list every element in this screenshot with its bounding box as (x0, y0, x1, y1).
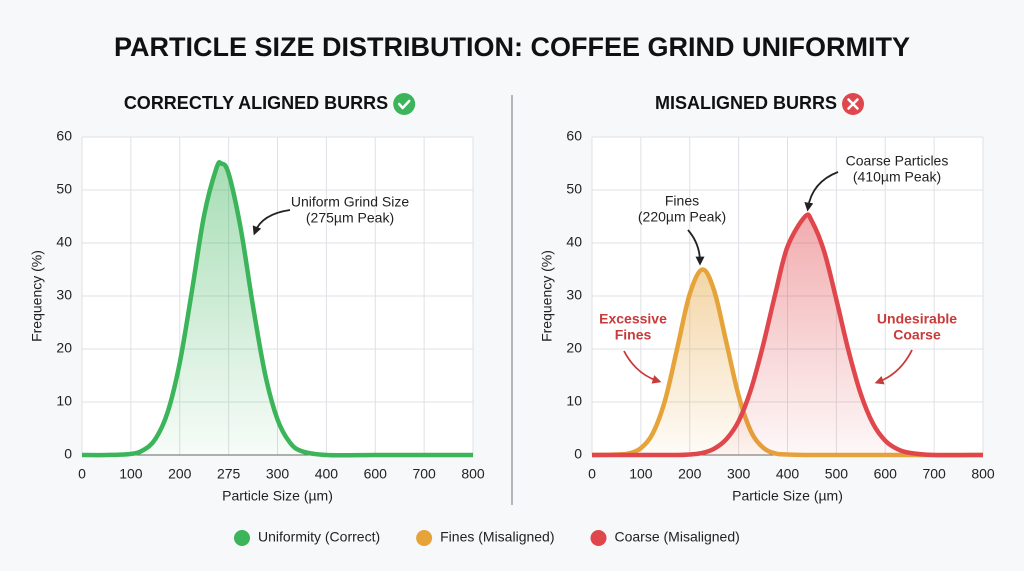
status-glyph (847, 98, 859, 110)
y-tick-label: 20 (56, 340, 72, 356)
x-tick-label: 700 (922, 466, 946, 482)
legend-label: Uniformity (Correct) (258, 529, 380, 545)
x-tick-label: 0 (78, 466, 86, 482)
x-tick-label: 400 (315, 466, 339, 482)
series-line (591, 212, 984, 458)
x-tick-label: 275 (217, 466, 241, 482)
annotation-arrow (874, 349, 913, 385)
x-tick-label: 600 (364, 466, 388, 482)
annotation: Uniform Grind Size (291, 194, 409, 210)
annotation: Coarse (893, 327, 941, 343)
y-tick-label: 10 (566, 393, 582, 409)
y-tick-label: 50 (566, 181, 582, 197)
annotation: Fines (615, 327, 652, 343)
x-tick-label: 200 (678, 466, 702, 482)
x-tick-label: 300 (266, 466, 290, 482)
status-icon (393, 93, 416, 115)
x-tick-label: 400 (776, 466, 800, 482)
x-tick-label: 300 (727, 466, 751, 482)
x-tick-label: 500 (825, 466, 849, 482)
annotation-arrow (687, 229, 705, 266)
y-tick-label: 40 (566, 234, 582, 250)
y-tick-label: 20 (566, 340, 582, 356)
y-tick-label: 30 (566, 287, 582, 303)
x-tick-label: 100 (119, 466, 143, 482)
legend-marker (590, 530, 607, 546)
subplot-title: MISALIGNED BURRS (655, 93, 837, 113)
y-axis-label: Frequency (%) (29, 250, 45, 342)
legend-marker (416, 530, 433, 546)
x-axis-label: Particle Size (µm) (222, 488, 333, 504)
annotation-arrow (804, 171, 839, 212)
y-axis-label: Frequency (%) (539, 250, 555, 342)
y-tick-label: 0 (574, 446, 582, 462)
annotation: (220µm Peak) (638, 209, 726, 225)
legend-marker (234, 530, 250, 546)
annotation: (275µm Peak) (306, 210, 394, 226)
y-tick-label: 0 (64, 446, 72, 462)
x-tick-label: 800 (461, 466, 485, 482)
subplot-title: CORRECTLY ALIGNED BURRS (124, 93, 388, 113)
y-tick-label: 10 (56, 393, 72, 409)
x-tick-label: 100 (629, 466, 653, 482)
annotation-arrow (623, 350, 662, 384)
x-tick-label: 600 (874, 466, 898, 482)
legend-label: Fines (Misaligned) (440, 529, 554, 545)
annotation: (410µm Peak) (853, 169, 941, 185)
page-title: PARTICLE SIZE DISTRIBUTION: COFFEE GRIND… (114, 32, 910, 62)
annotation-arrow (252, 209, 291, 236)
series-line (81, 160, 473, 458)
status-glyph (397, 99, 411, 110)
x-tick-label: 800 (971, 466, 995, 482)
y-tick-label: 40 (56, 234, 72, 250)
annotation: Undesirable (877, 311, 957, 327)
annotation: Excessive (599, 311, 667, 327)
x-axis-label: Particle Size (µm) (732, 488, 843, 504)
y-tick-label: 50 (56, 181, 72, 197)
legend-label: Coarse (Misaligned) (615, 529, 740, 545)
y-tick-label: 30 (56, 287, 72, 303)
y-tick-label: 60 (566, 128, 582, 144)
annotation: Coarse Particles (846, 153, 949, 169)
y-tick-label: 60 (56, 128, 72, 144)
annotation: Fines (665, 193, 699, 209)
x-tick-label: 700 (412, 466, 436, 482)
x-tick-label: 0 (588, 466, 596, 482)
x-tick-label: 200 (168, 466, 192, 482)
